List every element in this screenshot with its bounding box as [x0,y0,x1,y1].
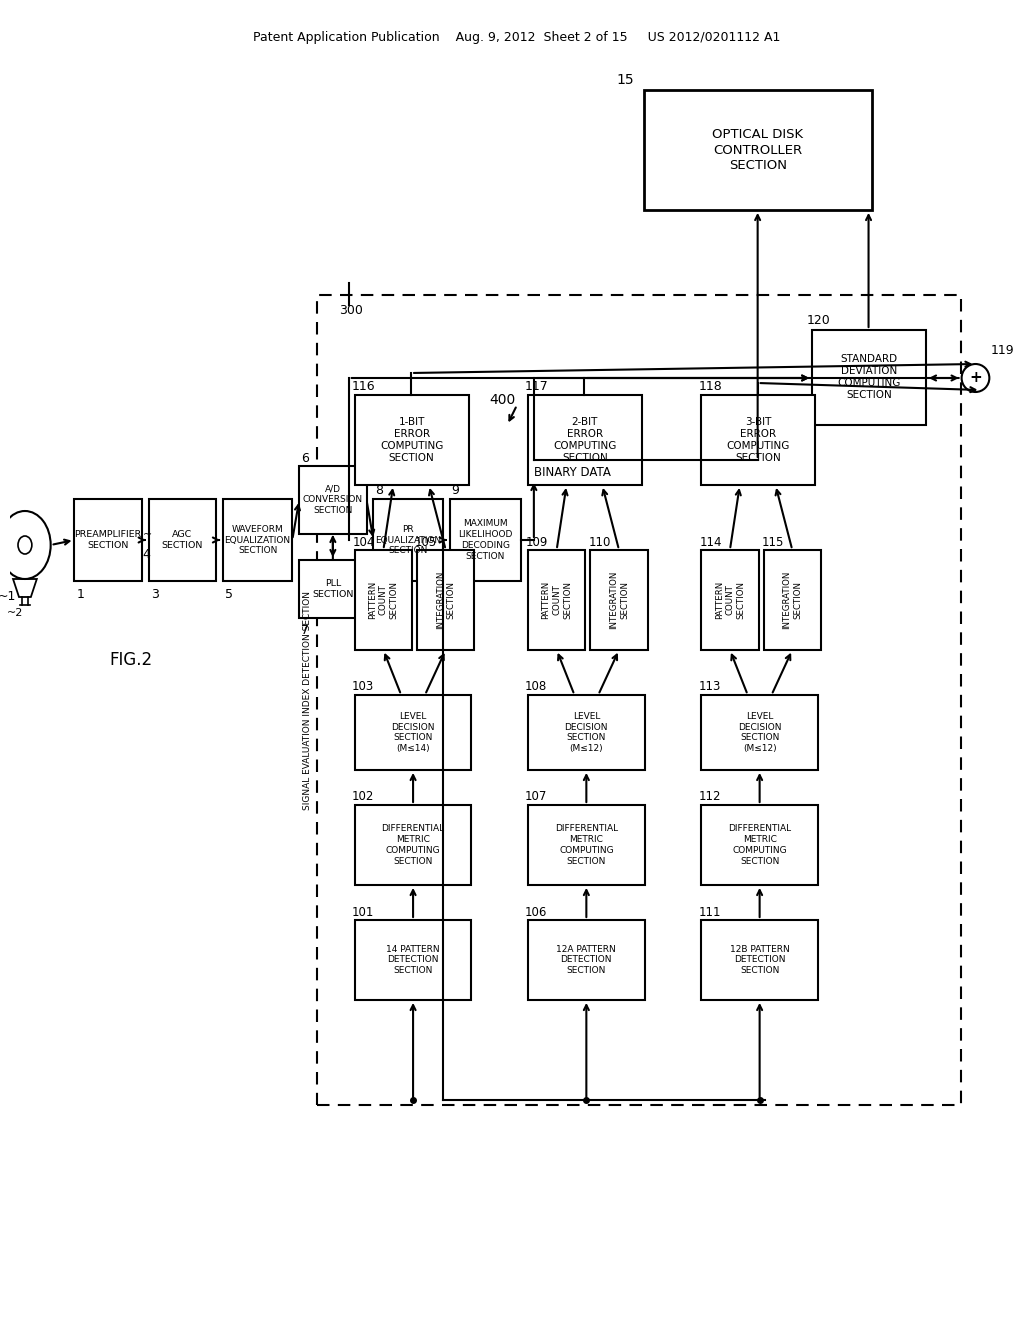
Text: 3-BIT
ERROR
COMPUTING
SECTION: 3-BIT ERROR COMPUTING SECTION [726,417,790,463]
Text: ~1: ~1 [0,590,15,603]
Bar [148,499,216,581]
Bar [644,90,871,210]
Text: PATTERN
COUNT
SECTION: PATTERN COUNT SECTION [542,581,571,619]
Bar [354,550,412,649]
Text: 119: 119 [990,343,1014,356]
Text: 300: 300 [339,305,362,318]
Text: PATTERN
COUNT
SECTION: PATTERN COUNT SECTION [368,581,398,619]
Text: 9: 9 [452,484,460,498]
Bar [354,805,471,884]
Text: DIFFERENTIAL
METRIC
COMPUTING
SECTION: DIFFERENTIAL METRIC COMPUTING SECTION [728,825,792,866]
Bar [590,550,648,649]
Bar [528,805,645,884]
Text: AGC
SECTION: AGC SECTION [162,531,203,550]
Text: 400: 400 [489,393,515,407]
Bar [528,696,645,770]
Text: 110: 110 [589,536,610,549]
Text: FIG.2: FIG.2 [110,651,153,669]
Text: OPTICAL DISK
CONTROLLER
SECTION: OPTICAL DISK CONTROLLER SECTION [712,128,803,172]
Text: A/D
CONVERSION
SECTION: A/D CONVERSION SECTION [303,484,362,515]
Bar [417,550,474,649]
Text: 107: 107 [525,791,548,804]
Text: 104: 104 [352,536,375,549]
Bar [450,499,521,581]
Text: 111: 111 [698,906,721,919]
Text: 7: 7 [301,624,309,638]
Text: 1-BIT
ERROR
COMPUTING
SECTION: 1-BIT ERROR COMPUTING SECTION [380,417,443,463]
Text: 1: 1 [77,589,84,602]
Text: 120: 120 [807,314,830,326]
Text: Patent Application Publication    Aug. 9, 2012  Sheet 2 of 15     US 2012/020111: Patent Application Publication Aug. 9, 2… [253,30,780,44]
Text: 113: 113 [698,681,721,693]
Bar [701,805,818,884]
Bar [528,395,642,484]
Bar [354,920,471,1001]
Bar [317,294,961,1105]
Text: 105: 105 [415,536,437,549]
Text: ~: ~ [142,531,152,540]
Bar [223,499,292,581]
Text: DIFFERENTIAL
METRIC
COMPUTING
SECTION: DIFFERENTIAL METRIC COMPUTING SECTION [382,825,444,866]
Text: 102: 102 [351,791,374,804]
Text: 118: 118 [698,380,722,393]
Bar [528,550,586,649]
Text: WAVEFORM
EQUALIZATION
SECTION: WAVEFORM EQUALIZATION SECTION [224,525,291,556]
Text: LEVEL
DECISION
SECTION
(M≤14): LEVEL DECISION SECTION (M≤14) [391,711,435,754]
Text: INTEGRATION
SECTION: INTEGRATION SECTION [609,570,629,630]
Text: BINARY DATA: BINARY DATA [534,466,610,479]
Text: INTEGRATION
SECTION: INTEGRATION SECTION [782,570,802,630]
Text: 5: 5 [225,589,232,602]
Text: STANDARD
DEVIATION
COMPUTING
SECTION: STANDARD DEVIATION COMPUTING SECTION [838,355,901,400]
Text: PLL
SECTION: PLL SECTION [312,579,353,599]
Text: PATTERN
COUNT
SECTION: PATTERN COUNT SECTION [715,581,745,619]
Text: ~2: ~2 [7,609,24,618]
Text: SIGNAL EVALUATION INDEX DETECTION SECTION: SIGNAL EVALUATION INDEX DETECTION SECTIO… [303,590,311,809]
Bar [812,330,926,425]
Text: 106: 106 [525,906,548,919]
Text: 12B PATTERN
DETECTION
SECTION: 12B PATTERN DETECTION SECTION [730,945,790,975]
Text: 103: 103 [351,681,374,693]
Text: LEVEL
DECISION
SECTION
(M≤12): LEVEL DECISION SECTION (M≤12) [564,711,608,754]
Bar [75,499,141,581]
Text: 109: 109 [526,536,548,549]
Text: 15: 15 [616,73,634,87]
Text: 108: 108 [525,681,547,693]
Text: INTEGRATION
SECTION: INTEGRATION SECTION [436,570,456,630]
Text: 12A PATTERN
DETECTION
SECTION: 12A PATTERN DETECTION SECTION [556,945,616,975]
Text: PR
EQUALIZATION
SECTION: PR EQUALIZATION SECTION [375,525,441,556]
Text: 14 PATTERN
DETECTION
SECTION: 14 PATTERN DETECTION SECTION [386,945,440,975]
Bar [701,920,818,1001]
Text: 116: 116 [351,380,376,393]
Text: +: + [969,371,982,385]
Text: 3: 3 [151,589,159,602]
Bar [354,696,471,770]
Bar [764,550,821,649]
Text: PREAMPLIFIER
SECTION: PREAMPLIFIER SECTION [75,531,141,550]
Bar [701,696,818,770]
Text: DIFFERENTIAL
METRIC
COMPUTING
SECTION: DIFFERENTIAL METRIC COMPUTING SECTION [555,825,617,866]
Text: MAXIMUM
LIKELIHOOD
DECODING
SECTION: MAXIMUM LIKELIHOOD DECODING SECTION [458,519,513,561]
Bar [299,560,367,618]
Bar [374,499,442,581]
Bar [701,550,759,649]
Bar [701,395,815,484]
Text: 4: 4 [142,548,151,561]
Text: 117: 117 [525,380,549,393]
Text: 114: 114 [699,536,722,549]
Text: LEVEL
DECISION
SECTION
(M≤12): LEVEL DECISION SECTION (M≤12) [738,711,781,754]
Bar [299,466,367,535]
Text: 6: 6 [301,451,309,465]
Bar [354,395,469,484]
Text: 101: 101 [351,906,374,919]
Bar [528,920,645,1001]
Text: 115: 115 [762,536,784,549]
Text: 112: 112 [698,791,721,804]
Text: 8: 8 [376,484,383,498]
Text: 2-BIT
ERROR
COMPUTING
SECTION: 2-BIT ERROR COMPUTING SECTION [553,417,616,463]
